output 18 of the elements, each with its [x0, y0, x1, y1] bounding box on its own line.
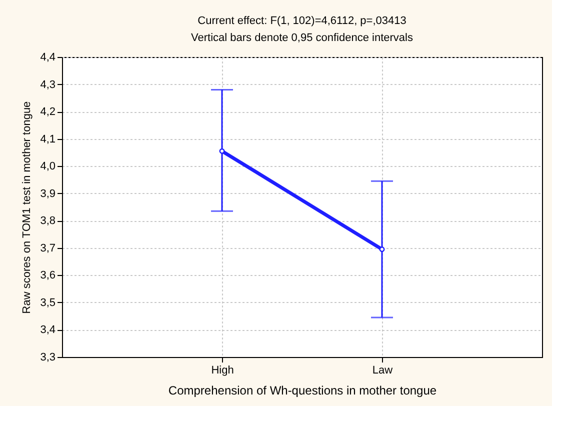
chart-title: Current effect: F(1, 102)=4,6112, p=,03413 — [198, 15, 406, 27]
y-axis-title: Raw scores on TOM1 test in mother tongue — [21, 101, 34, 314]
y-tick-label: 3,6 — [40, 270, 56, 282]
y-tick-label: 3,3 — [40, 352, 56, 364]
x-tick-label: Law — [372, 364, 393, 376]
y-tick-label: 4,0 — [40, 160, 56, 173]
y-tick-label: 4,1 — [40, 133, 56, 146]
x-tick-label: High — [211, 364, 234, 376]
y-tick-label: 3,5 — [40, 296, 56, 309]
chart-subtitle: Vertical bars denote 0,95 confidence intervals — [191, 32, 414, 44]
y-tick-label: 4,4 — [40, 52, 56, 64]
y-tick-label: 4,2 — [40, 106, 56, 118]
y-tick-label: 3,4 — [40, 324, 56, 336]
y-tick-label: 3,9 — [40, 188, 56, 200]
y-tick-label: 3,7 — [40, 242, 56, 254]
x-axis-title: Comprehension of Wh-questions in mother tongue — [168, 384, 437, 398]
y-tick-label: 4,3 — [40, 78, 56, 91]
y-tick-label: 3,8 — [40, 215, 56, 228]
